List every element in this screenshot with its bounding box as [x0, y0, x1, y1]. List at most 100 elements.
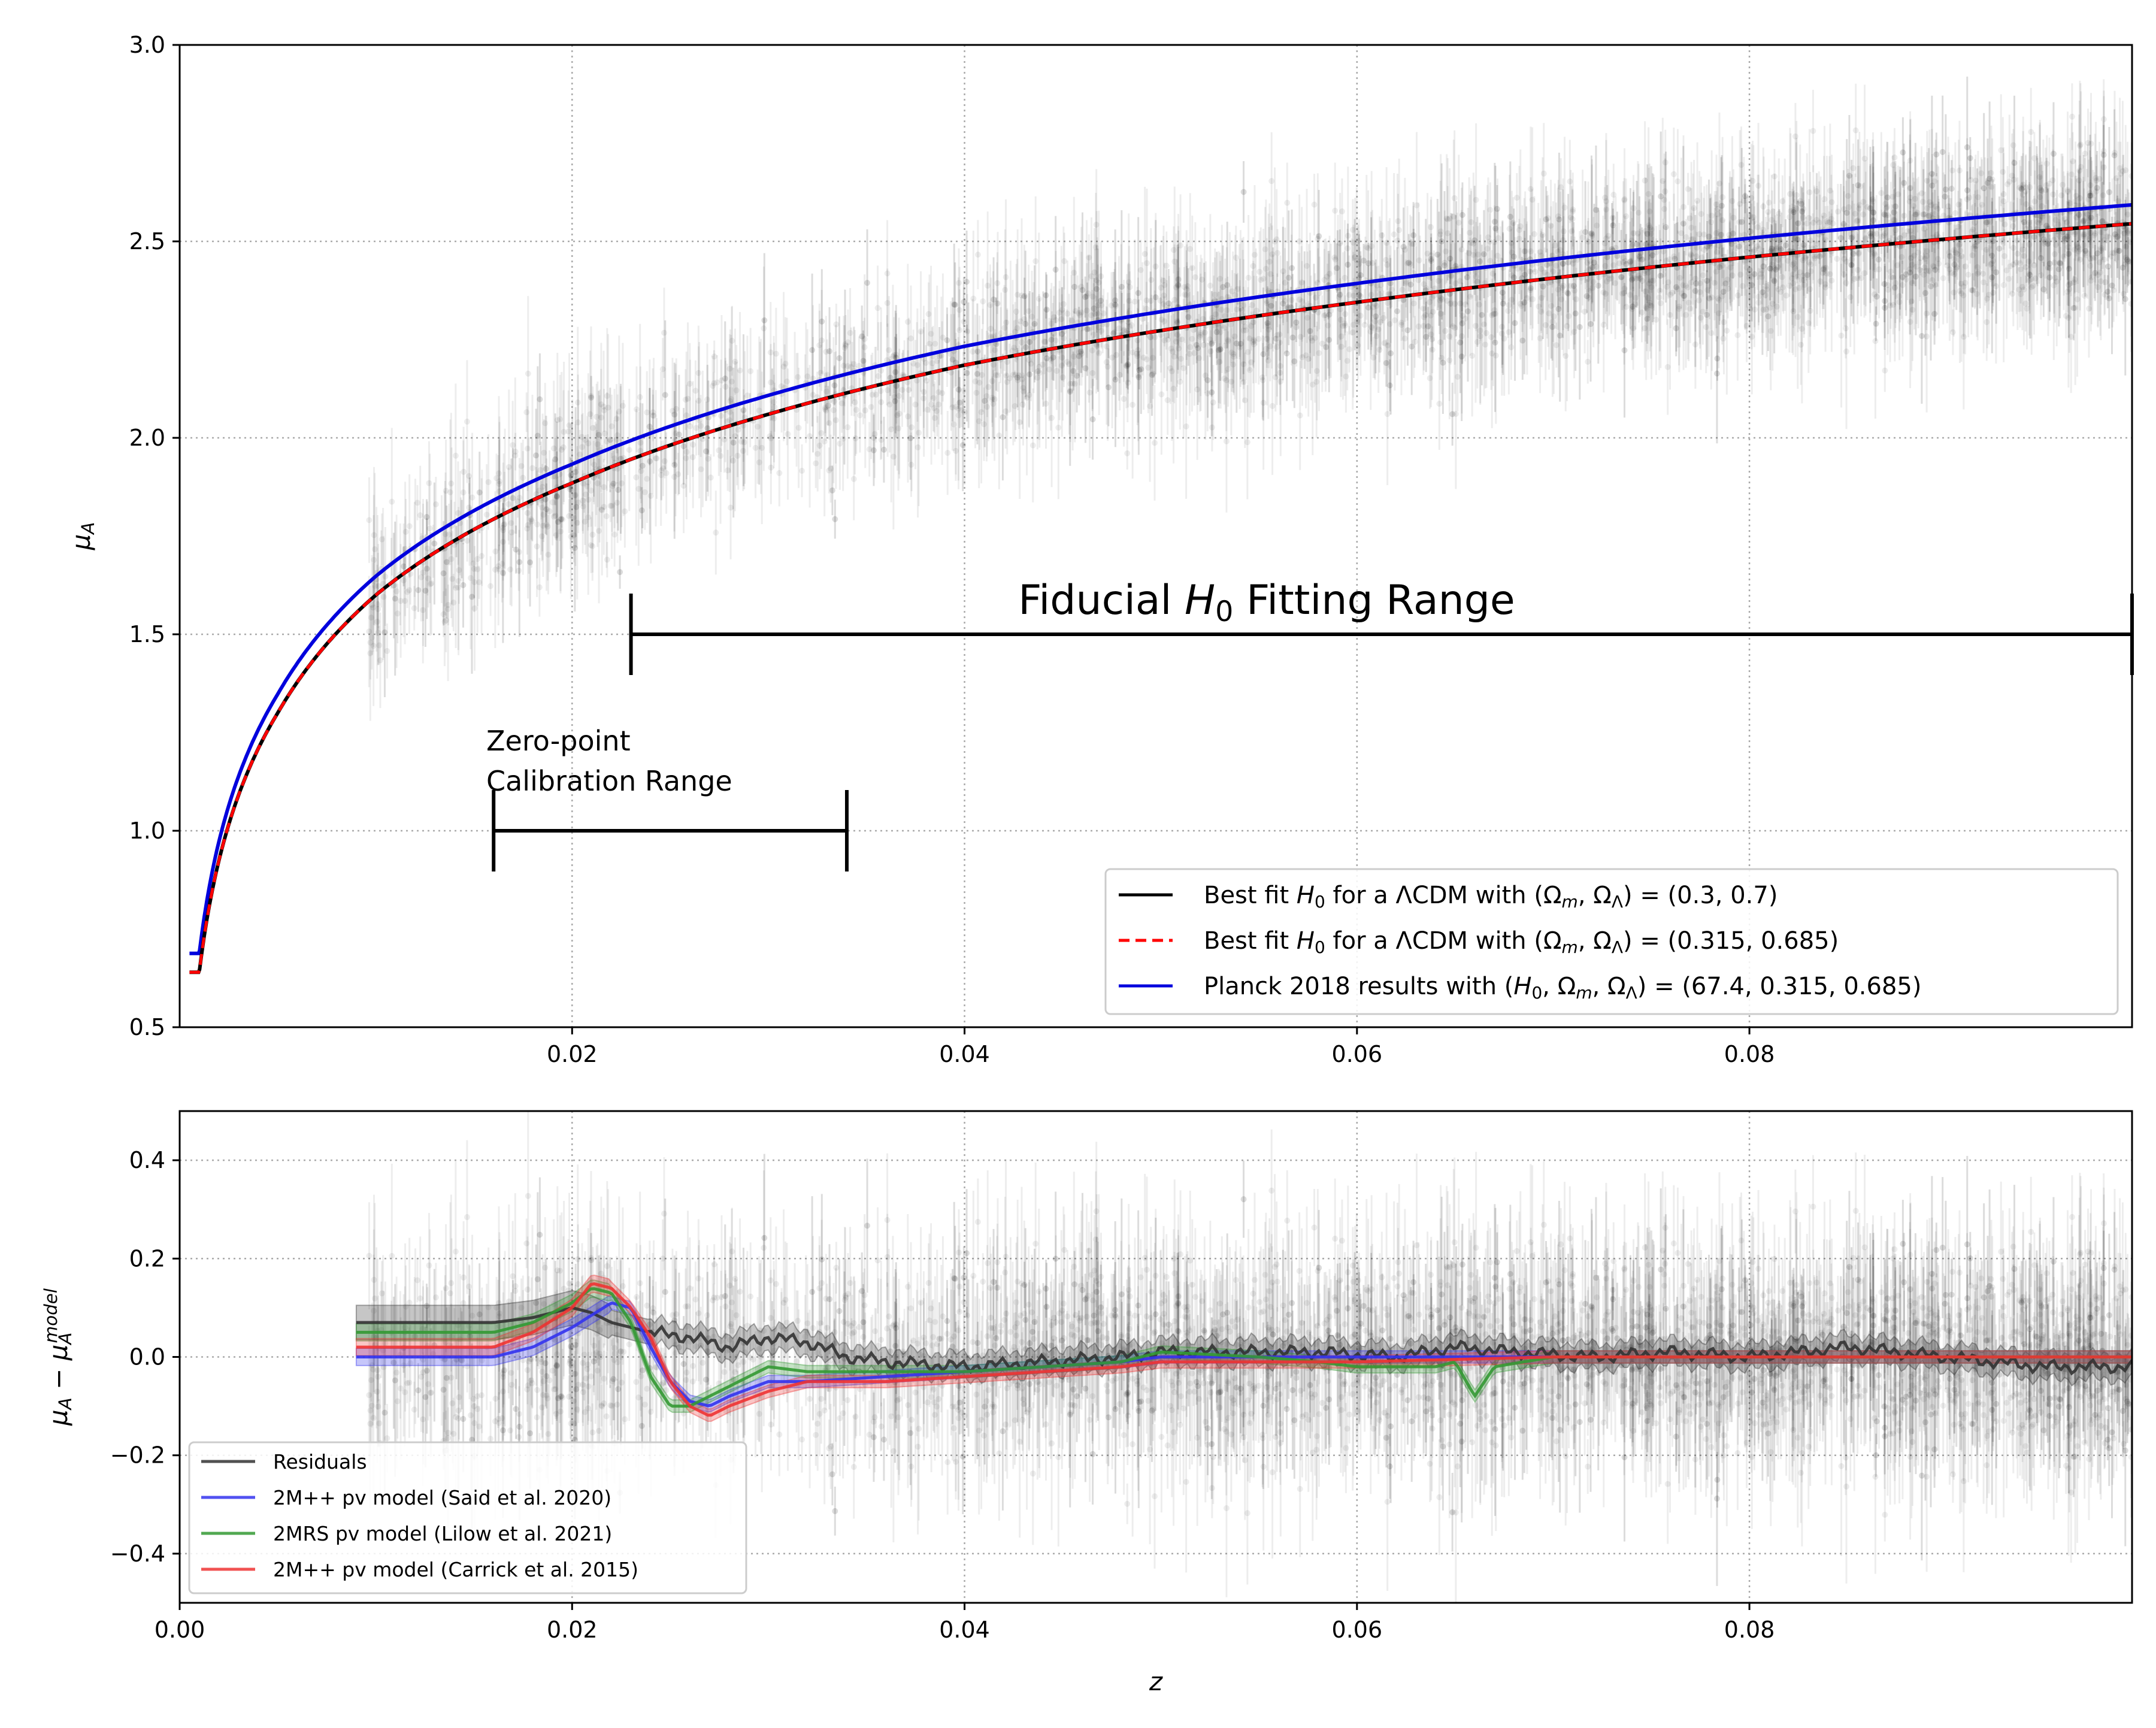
top-data-point [695, 370, 701, 376]
top-data-point [1244, 439, 1250, 445]
top-data-point [929, 360, 935, 366]
top-data-point [1528, 186, 1534, 192]
top-data-point [799, 468, 805, 474]
top-data-point [1853, 128, 1859, 134]
top-data-point [1734, 332, 1740, 338]
top-data-point [1187, 246, 1193, 252]
top-data-point [826, 468, 832, 474]
top-data-point [1796, 285, 1802, 291]
top-data-point [717, 453, 723, 459]
top-data-point [507, 567, 513, 573]
top-data-point [464, 419, 470, 425]
top-data-point [428, 580, 434, 586]
top-data-point [1233, 255, 1239, 261]
top-data-point [484, 512, 490, 518]
top-data-point [755, 423, 761, 429]
top-data-point [1724, 328, 1730, 334]
top-data-point [1385, 411, 1391, 417]
top-data-point [1152, 440, 1158, 446]
top-data-point [1487, 207, 1493, 213]
top-data-point [1839, 332, 1845, 338]
top-data-point [1191, 327, 1197, 333]
top-data-point [1482, 341, 1488, 347]
top-data-point [844, 424, 850, 430]
top-data-point [441, 619, 447, 625]
top-data-point [980, 298, 986, 304]
top-data-point [1207, 283, 1213, 289]
top-data-point [1567, 178, 1573, 184]
top-data-point [1691, 205, 1697, 211]
top-data-point [1721, 335, 1727, 341]
top-data-point [1531, 231, 1537, 237]
top-data-point [1810, 128, 1816, 134]
top-data-point [822, 438, 828, 444]
top-data-point [1806, 320, 1812, 326]
top-data-point [885, 271, 891, 277]
top-data-point [407, 523, 413, 529]
top-data-point [916, 430, 922, 436]
top-data-point [1671, 171, 1677, 177]
top-data-point [1798, 342, 1804, 348]
top-data-point [1436, 401, 1442, 407]
top-data-point [653, 455, 659, 461]
top-data-point [658, 472, 664, 478]
top-data-point [577, 452, 583, 458]
top-data-point [2010, 142, 2016, 148]
top-data-point [567, 422, 573, 428]
top-data-point [1694, 198, 1700, 204]
top-data-point [1940, 276, 1946, 282]
top-data-point [776, 470, 782, 476]
top-data-point [1984, 296, 1990, 302]
top-data-point [817, 370, 823, 376]
top-data-point [1541, 171, 1547, 177]
top-data-point [611, 532, 617, 538]
top-data-point [1035, 368, 1041, 374]
top-data-point [1089, 347, 1095, 353]
top-data-point [814, 451, 820, 457]
top-data-point [934, 408, 940, 414]
top-data-point [1698, 315, 1704, 321]
top-data-point [633, 474, 639, 480]
top-data-point [1250, 263, 1256, 269]
top-data-point [389, 499, 395, 505]
top-data-point [826, 420, 832, 426]
top-data-point [1658, 300, 1664, 306]
top-data-point [2117, 165, 2123, 171]
top-data-point [905, 319, 911, 325]
top-data-point [1827, 271, 1833, 277]
top-data-point [747, 368, 753, 374]
top-data-point [487, 583, 493, 589]
top-data-point [1749, 334, 1755, 340]
top-data-point [857, 412, 863, 418]
top-data-point [944, 450, 950, 456]
top-data-point [461, 469, 467, 475]
top-data-point [1055, 425, 1061, 431]
top-data-point [443, 488, 449, 494]
top-data-point [1603, 207, 1609, 213]
top-data-point [1245, 349, 1251, 355]
top-data-point [1177, 379, 1183, 385]
top-data-point [785, 431, 791, 437]
top-data-point [1270, 403, 1276, 409]
top-data-point [1064, 311, 1070, 317]
top-data-point [1966, 272, 1972, 278]
top-data-point [956, 412, 962, 418]
top-data-point [1816, 220, 1822, 226]
top-data-point [1298, 334, 1304, 340]
top-data-point [1685, 186, 1691, 192]
top-data-point [1297, 296, 1303, 302]
top-data-point [453, 453, 459, 459]
top-data-point [1843, 349, 1849, 355]
top-data-point [868, 404, 874, 410]
top-data-point [1610, 192, 1616, 198]
top-data-point [406, 587, 412, 593]
top-data-point [1834, 256, 1840, 262]
top-data-point [1760, 204, 1766, 210]
top-data-point [1950, 329, 1956, 335]
top-data-point [626, 447, 632, 453]
top-data-point [908, 335, 914, 341]
top-data-point [1779, 274, 1785, 280]
top-data-point [1514, 195, 1520, 201]
top-data-point [975, 252, 981, 258]
